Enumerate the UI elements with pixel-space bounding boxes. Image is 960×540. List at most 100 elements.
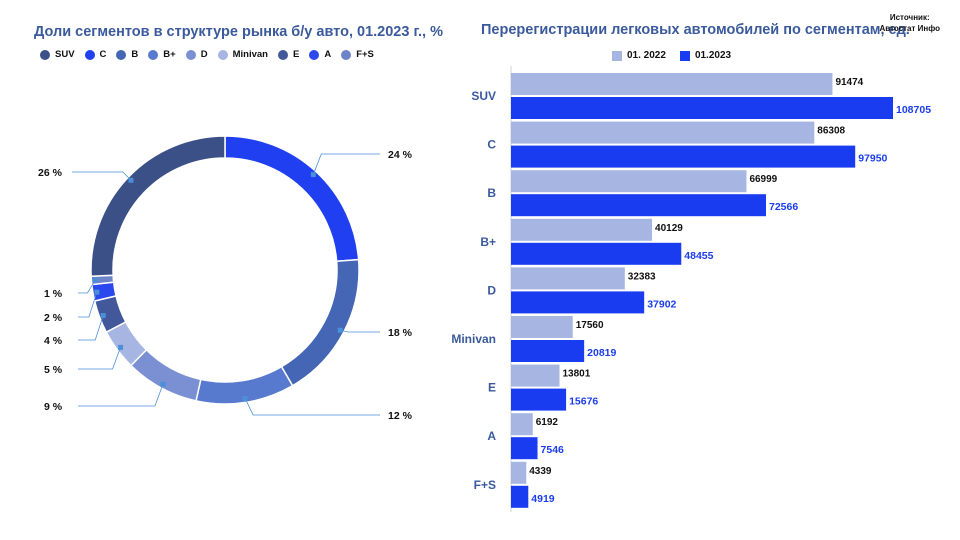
pie-slice-b (280, 258, 360, 387)
bar-value-label: 72566 (769, 201, 798, 213)
legend-dot-icon (148, 49, 159, 60)
legend-dot-icon (341, 49, 352, 60)
pie-legend-item: D (185, 49, 208, 60)
source-label: Источник: (889, 13, 930, 22)
pie-legend-label: B (131, 49, 139, 60)
pie-leader-marker (310, 172, 316, 178)
bar-category-label: SUV (471, 89, 496, 103)
source-name: Автостат Инфо (879, 24, 940, 33)
bar-value-label: 40129 (655, 223, 683, 234)
pie-legend-item: E (277, 49, 300, 60)
source-note: Источник: Автостат Инфо (879, 12, 940, 34)
bar-value-label: 6192 (536, 417, 559, 428)
bar-2023 (511, 242, 682, 265)
pie-percent-label: 24 % (388, 149, 413, 161)
bar-2022 (511, 413, 533, 436)
bar-value-label: 97950 (858, 153, 887, 165)
bar-chart-title: Перерегистрации легковых автомобилей по … (481, 22, 910, 38)
pie-leader-marker (92, 277, 98, 283)
bar-legend-item: 01. 2022 (612, 50, 666, 61)
bar-value-label: 17560 (576, 320, 604, 331)
bar-value-label: 15676 (569, 396, 598, 408)
pie-legend-item: SUV (40, 49, 75, 60)
pie-legend-item: A (309, 49, 331, 60)
pie-percent-label: 4 % (44, 335, 63, 347)
pie-legend-label: SUV (55, 49, 75, 60)
pie-legend-label: B+ (163, 49, 176, 60)
bar-category-label: D (487, 283, 496, 297)
bar-2022 (511, 364, 560, 387)
pie-leader-marker (337, 327, 343, 333)
legend-square-icon (679, 50, 690, 61)
legend-dot-icon (217, 49, 228, 60)
pie-leader-marker (160, 381, 166, 387)
bar-2023 (511, 340, 585, 362)
bar-2022 (511, 121, 815, 144)
pie-legend-label: F+S (356, 49, 374, 60)
pie-legend-item: F+S (341, 49, 374, 60)
pie-percent-label: 12 % (388, 410, 413, 422)
bar-2023 (511, 145, 856, 168)
pie-leader-line (78, 315, 104, 341)
pie-leader-line (244, 398, 380, 416)
bar-2023 (511, 291, 645, 314)
bar-2022 (511, 267, 625, 290)
pie-slice-d (129, 348, 202, 402)
bar-value-label: 20819 (587, 347, 616, 359)
pie-legend-item: B (116, 49, 138, 60)
pie-percent-label: 18 % (388, 327, 413, 339)
bar-value-label: 7546 (541, 444, 565, 456)
bar-value-label: 37902 (647, 298, 676, 310)
bar-legend-item: 01.2023 (679, 50, 732, 61)
legend-dot-icon (185, 49, 196, 60)
pie-legend-item: B+ (148, 49, 176, 60)
pie-leader-marker (128, 177, 134, 183)
legend-square-icon (612, 50, 622, 61)
bar-category-label: B (487, 186, 496, 200)
pie-leader-line (340, 329, 380, 333)
pie-leader-line (78, 384, 164, 407)
pie-leader-line (78, 292, 98, 318)
pie-legend-label: E (292, 49, 300, 60)
bar-legend-label: 01.2023 (694, 50, 732, 61)
bar-2022 (511, 170, 747, 193)
bar-category-label: Minivan (451, 332, 496, 346)
pie-percent-label: 2 % (44, 312, 63, 324)
bar-2022 (511, 461, 527, 484)
pie-leader-line (78, 347, 121, 370)
pie-legend-label: Minivan (232, 49, 268, 60)
bar-category-label: F+S (474, 478, 496, 492)
legend-dot-icon (277, 49, 288, 60)
pie-percent-label: 9 % (44, 401, 63, 413)
pie-leader-marker (100, 313, 106, 319)
bar-value-label: 4339 (529, 466, 552, 477)
pie-legend-label: C (99, 49, 107, 60)
pie-percent-label: 26 % (38, 167, 63, 179)
bar-value-label: 13801 (562, 369, 590, 380)
bar-value-label: 48455 (684, 250, 713, 262)
pie-chart-title: Доли сегментов в структуре рынка б/у авт… (34, 24, 444, 40)
pie-leader-line (72, 171, 132, 181)
legend-dot-icon (84, 49, 95, 60)
legend-dot-icon (40, 49, 50, 60)
bar-2023 (511, 388, 567, 411)
bar-value-label: 86308 (817, 126, 845, 137)
legend-dot-icon (309, 49, 320, 60)
bar-value-label: 66999 (749, 174, 777, 185)
legend-dot-icon (116, 49, 127, 60)
bar-value-label: 4919 (531, 493, 555, 505)
pie-legend-item: C (84, 49, 107, 60)
bar-category-label: C (487, 138, 496, 152)
bar-2023 (511, 485, 529, 508)
bar-value-label: 32383 (628, 271, 656, 282)
bar-value-label: 108705 (896, 104, 931, 116)
bar-2022 (511, 73, 833, 95)
pie-leader-line (78, 279, 96, 294)
pie-leader-line (312, 153, 380, 175)
bar-2023 (511, 194, 767, 217)
bar-2023 (511, 97, 893, 119)
pie-percent-label: 1 % (44, 288, 63, 300)
pie-legend-label: A (324, 49, 332, 60)
bar-legend-label: 01. 2022 (627, 50, 666, 61)
